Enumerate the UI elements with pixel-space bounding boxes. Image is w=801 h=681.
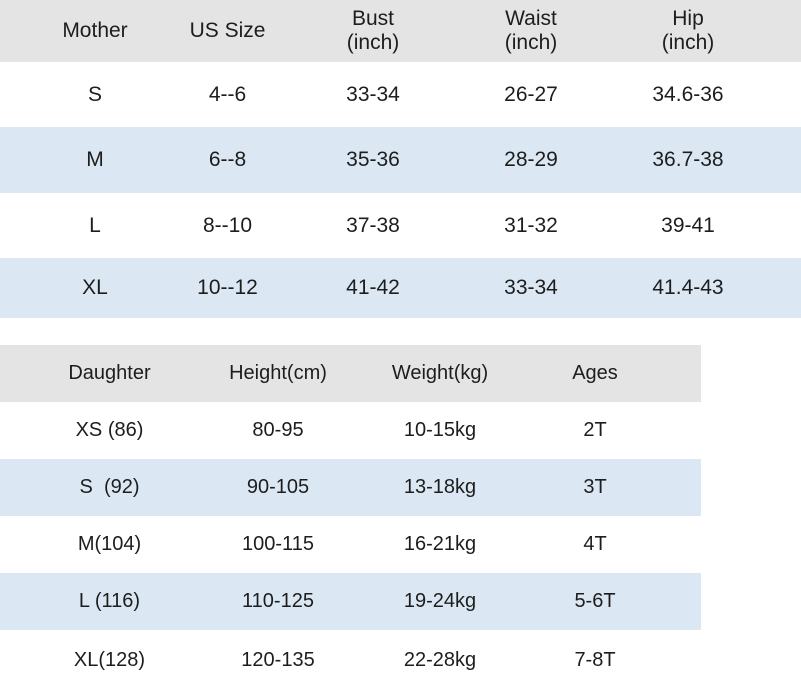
ages-cell: 7-8T: [574, 648, 616, 671]
waist-cell: 26-27: [504, 82, 558, 106]
hip-cell: 41.4-43: [652, 276, 724, 300]
hip-cell: 36.7-38: [652, 148, 724, 172]
us-size-cell: 10--12: [197, 276, 258, 300]
mother-row-xl: XL 10--12 41-42 33-34 41.4-43: [0, 258, 801, 318]
size-cell: M: [86, 148, 104, 172]
us-size-cell: 6--8: [208, 148, 247, 172]
ages-cell: 4T: [583, 533, 607, 556]
size-cell: XS (86): [75, 419, 144, 442]
daughter-size-table: Daughter Height(cm) Weight(kg) Ages XS (…: [0, 345, 701, 681]
waist-cell: 28-29: [504, 148, 558, 172]
height-column-header: Height(cm): [229, 362, 327, 385]
hip-cell: 34.6-36: [652, 82, 724, 106]
waist-column-header: Waist (inch): [504, 7, 558, 54]
height-cell: 120-135: [241, 648, 315, 671]
bust-cell: 33-34: [346, 82, 400, 106]
ages-cell: 3T: [583, 476, 607, 499]
bust-column-header: Bust (inch): [346, 7, 400, 54]
mother-row-l: L 8--10 37-38 31-32 39-41: [0, 193, 801, 258]
bust-cell: 37-38: [346, 213, 400, 237]
height-cell: 90-105: [246, 476, 310, 499]
waist-cell: 31-32: [504, 213, 558, 237]
size-cell: S (92): [79, 476, 140, 499]
size-cell: S: [87, 82, 102, 106]
height-cell: 80-95: [252, 419, 304, 442]
bust-cell: 35-36: [346, 148, 400, 172]
bust-cell: 41-42: [346, 276, 400, 300]
us-size-cell: 4--6: [208, 82, 247, 106]
weight-cell: 22-28kg: [403, 648, 477, 671]
daughter-row-l: L (116) 110-125 19-24kg 5-6T: [0, 573, 701, 630]
daughter-column-header: Daughter: [68, 362, 151, 385]
weight-cell: 19-24kg: [403, 590, 477, 613]
weight-column-header: Weight(kg): [391, 362, 489, 385]
mother-size-table: Mother US Size Bust (inch) Waist (inch) …: [0, 0, 801, 318]
height-cell: 110-125: [242, 590, 314, 613]
weight-cell: 13-18kg: [403, 476, 477, 499]
size-cell: L (116): [78, 590, 141, 613]
ages-column-header: Ages: [572, 362, 618, 385]
daughter-row-xl: XL(128) 120-135 22-28kg 7-8T: [0, 630, 701, 681]
height-cell: 100-115: [242, 533, 314, 556]
ages-cell: 2T: [583, 419, 607, 442]
us-size-column-header: US Size: [189, 19, 266, 43]
daughter-row-m: M(104) 100-115 16-21kg 4T: [0, 516, 701, 573]
us-size-cell: 8--10: [202, 213, 253, 237]
size-cell: XL: [82, 276, 108, 300]
daughter-row-s: S (92) 90-105 13-18kg 3T: [0, 459, 701, 516]
mother-row-m: M 6--8 35-36 28-29 36.7-38: [0, 127, 801, 193]
daughter-row-xs: XS (86) 80-95 10-15kg 2T: [0, 402, 701, 459]
ages-cell: 5-6T: [574, 590, 616, 613]
mother-column-header: Mother: [62, 19, 128, 43]
mother-header-row: Mother US Size Bust (inch) Waist (inch) …: [0, 0, 801, 62]
size-cell: M(104): [77, 533, 142, 556]
size-cell: L: [89, 213, 101, 237]
weight-cell: 10-15kg: [403, 419, 477, 442]
hip-column-header: Hip (inch): [661, 7, 715, 54]
daughter-header-row: Daughter Height(cm) Weight(kg) Ages: [0, 345, 701, 402]
mother-row-s: S 4--6 33-34 26-27 34.6-36: [0, 62, 801, 127]
hip-cell: 39-41: [661, 213, 715, 237]
waist-cell: 33-34: [504, 276, 558, 300]
weight-cell: 16-21kg: [403, 533, 477, 556]
size-cell: XL(128): [73, 648, 146, 671]
